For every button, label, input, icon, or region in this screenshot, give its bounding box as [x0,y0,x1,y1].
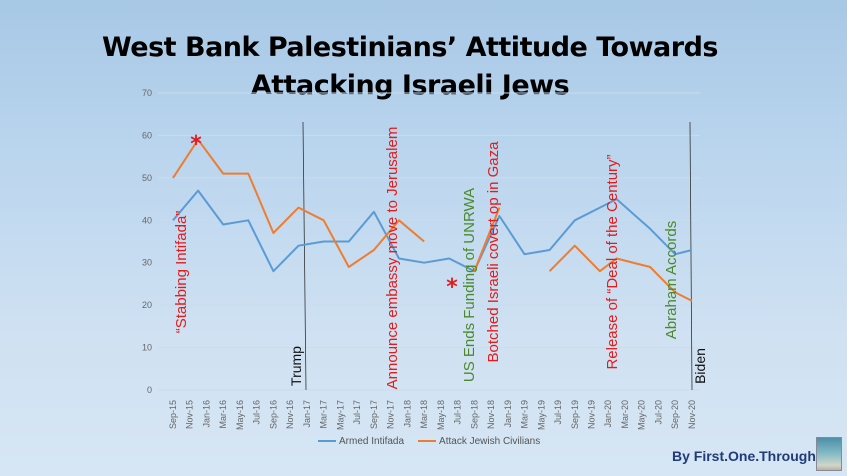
series-line-attack-jewish-civilians [172,138,693,302]
chart-title-line-2: Attacking Israeli Jews [250,70,570,101]
x-tick-label: Sep-18 [469,400,479,429]
legend-swatch [418,440,437,443]
annotation-trump: Trump [288,346,304,386]
x-tick-label: Jan-19 [503,400,513,428]
credit-text: By First.One.Through [672,448,816,464]
x-tick-label: Mar-18 [419,400,429,429]
annotation-deal-of-century: Release of “Deal of the Century” [604,154,621,370]
x-tick-label: May-17 [335,400,345,430]
y-tick-label: 50 [142,173,152,183]
legend-item-attack-civilians: Attack Jewish Civilians [418,436,540,447]
y-tick-label: 30 [142,258,152,268]
trump-event-line [302,121,307,391]
x-tick-label: Sep-20 [670,400,680,429]
x-tick-label: Jan-17 [302,400,312,428]
x-tick-label: Sep-17 [369,400,379,429]
y-tick-label: 0 [147,385,152,395]
x-tick-label: Mar-19 [520,400,530,429]
x-tick-label: Nov-15 [185,400,195,429]
annotation-unrwa-funding: US Ends Funding of UNRWA [461,187,478,383]
x-tick-label: Jul-20 [653,400,663,425]
x-tick-label: May-19 [536,400,546,430]
x-tick-label: Sep-15 [168,400,178,429]
biden-event-line [689,121,693,391]
y-tick-label: 20 [142,300,152,310]
y-tick-label: 60 [142,130,152,140]
annotation-embassy-move: Announce embassy move to Jerusalem [384,126,401,390]
legend-item-armed-intifada: Armed Intifada [318,436,404,447]
x-tick-label: Nov-20 [687,400,697,429]
y-tick-label: 70 [142,88,152,98]
x-tick-label: Sep-19 [570,400,580,429]
chart-legend: Armed Intifada Attack Jewish Civilians [318,436,540,447]
x-tick-label: Jul-17 [352,400,362,425]
x-tick-label: Jul-16 [252,400,262,425]
x-tick-label: Sep-16 [268,400,278,429]
x-tick-label: Jan-16 [201,400,211,428]
x-tick-label: Mar-16 [218,400,228,429]
x-tick-label: Mar-17 [319,400,329,429]
y-tick-label: 40 [142,215,152,225]
x-tick-label: Nov-18 [486,400,496,429]
x-tick-label: Nov-19 [587,400,597,429]
x-tick-label: Nov-16 [285,400,295,429]
x-tick-label: Jul-18 [453,400,463,425]
annotation-biden: Biden [692,348,708,384]
legend-label: Attack Jewish Civilians [439,436,541,447]
legend-label: Armed Intifada [339,436,405,447]
asterisk-marker: * [446,275,458,300]
x-tick-label: May-20 [637,400,647,430]
x-tick-label: Jul-19 [553,400,563,425]
x-tick-label: Jan-20 [603,400,613,428]
series-line-armed-intifada [172,189,693,273]
x-tick-label: May-16 [235,400,245,430]
x-tick-label: Mar-20 [620,400,630,429]
y-tick-label: 10 [142,343,152,353]
chart-title-line-1: West Bank Palestinians’ Attitude Towards [101,32,719,63]
logo-image [816,437,842,471]
asterisk-marker: * [190,132,202,157]
annotation-abraham-accords: Abraham Accords [663,220,680,340]
annotation-stabbing-intifada: “Stabbing Intifada” [173,210,190,334]
x-tick-label: Jan-18 [402,400,412,428]
legend-swatch [318,440,336,443]
x-tick-label: Nov-17 [386,400,396,429]
x-tick-label: May-18 [436,400,446,430]
annotation-botched-covert-op: Botched Israeli covert op in Gaza [485,141,502,363]
